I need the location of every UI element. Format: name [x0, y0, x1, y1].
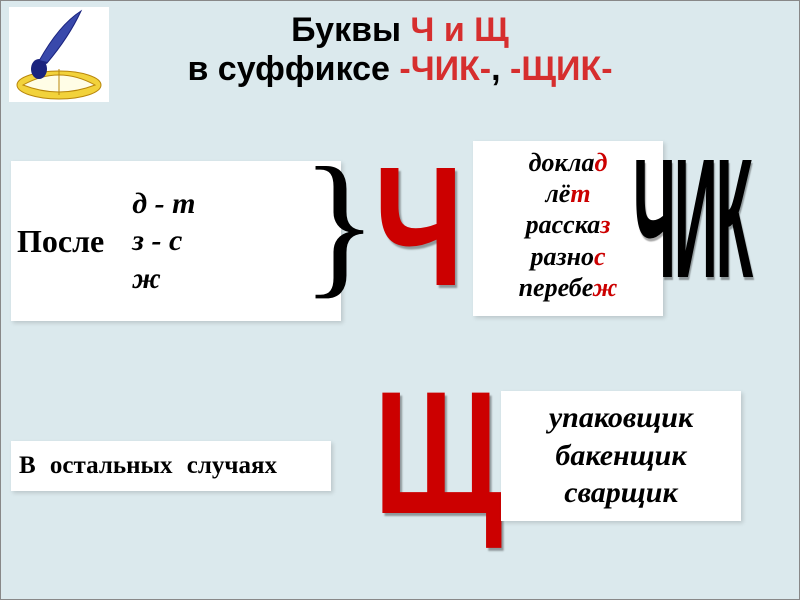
letter-z: з — [132, 224, 144, 257]
title-letters: Ч и Щ — [410, 11, 508, 49]
example-word: сварщик — [501, 474, 741, 512]
example-word: упаковщик — [501, 399, 741, 437]
big-letter-ch: Ч — [374, 129, 464, 325]
other-cases-text: В остальных случаях — [19, 452, 277, 480]
letter-s: с — [169, 224, 182, 257]
brace-icon: } — [301, 151, 361, 331]
example-word: бакенщик — [501, 437, 741, 475]
big-letter-shch: Щ — [374, 353, 502, 554]
letter-t: т — [172, 187, 195, 220]
card-after-letters: После д - т з - с ж — [11, 161, 341, 321]
letter-zh: ж — [132, 262, 161, 295]
dash-icon: - — [147, 187, 172, 220]
title-sep: , — [491, 50, 510, 88]
title-suffix-2: -ЩИК- — [510, 50, 612, 88]
card-other-cases: В остальных случаях — [11, 441, 331, 491]
title-text-2: в суффиксе — [187, 50, 399, 88]
dash-icon: - — [144, 224, 169, 257]
slide-title: Буквы Ч и Щ в суффиксе -ЧИК-, -ЩИК- — [1, 11, 799, 89]
card-shchik-examples: упаковщикбакенщиксварщик — [501, 391, 741, 521]
letter-pairs: д - т з - с ж — [132, 185, 195, 298]
letter-d: д — [132, 187, 147, 220]
title-suffix-1: -ЧИК- — [399, 50, 491, 88]
big-suffix-chik: ЧИК — [633, 121, 751, 317]
title-text-1: Буквы — [291, 11, 410, 49]
after-label: После — [17, 223, 104, 260]
